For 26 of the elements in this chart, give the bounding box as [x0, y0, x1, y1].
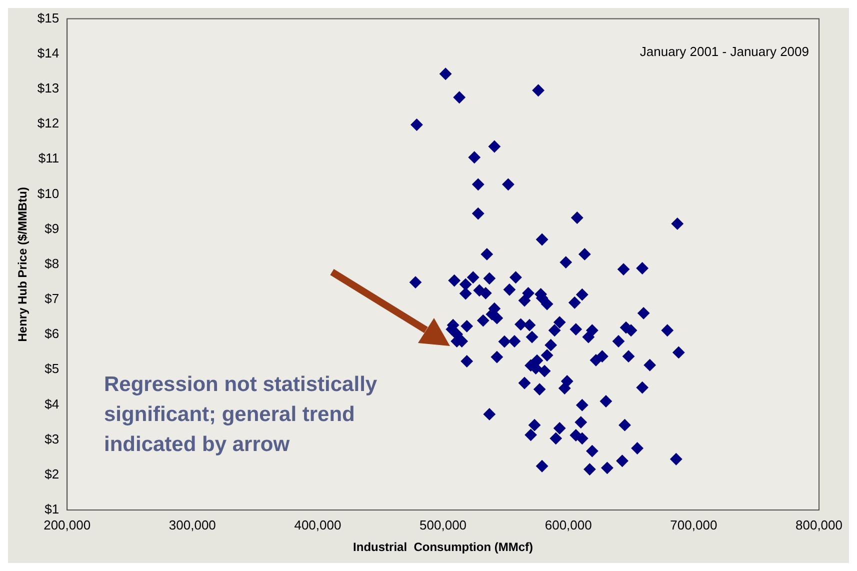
y-tick-label: $10: [37, 186, 60, 201]
x-tick-label: 400,000: [294, 517, 342, 532]
x-tick-label: 300,000: [168, 517, 216, 532]
x-axis-title: Industrial Consumption (MMcf): [353, 540, 534, 554]
y-tick-label: $3: [44, 431, 60, 446]
y-tick-label: $6: [44, 326, 60, 342]
y-tick-label: $5: [44, 361, 60, 376]
y-tick-label: $7: [44, 291, 60, 306]
x-tick-label: 500,000: [420, 517, 467, 532]
y-tick-label: $14: [37, 45, 60, 60]
y-tick-label: $12: [37, 116, 60, 131]
y-axis-title: Henry Hub Price ($/MMBtu): [16, 187, 30, 342]
annotation: Regression not statistically significant; general trend indicated by arrow: [104, 372, 378, 458]
y-tick-label: $15: [37, 10, 60, 26]
y-tick-label: $9: [44, 220, 60, 236]
x-tick-label: 200,000: [44, 517, 91, 532]
x-tick-label: 600,000: [544, 517, 592, 532]
y-tick-label: $4: [44, 396, 60, 412]
x-tick-label: 800,000: [796, 517, 842, 532]
y-tick-label: $11: [38, 150, 60, 166]
annotation: January 2001 - January 2009: [640, 44, 809, 59]
y-tick-label: $13: [37, 80, 60, 96]
y-tick-label: $1: [44, 502, 60, 517]
y-tick-label: $2: [44, 466, 60, 482]
x-tick-label: 700,000: [670, 517, 718, 532]
y-tick-label: $8: [44, 256, 60, 271]
